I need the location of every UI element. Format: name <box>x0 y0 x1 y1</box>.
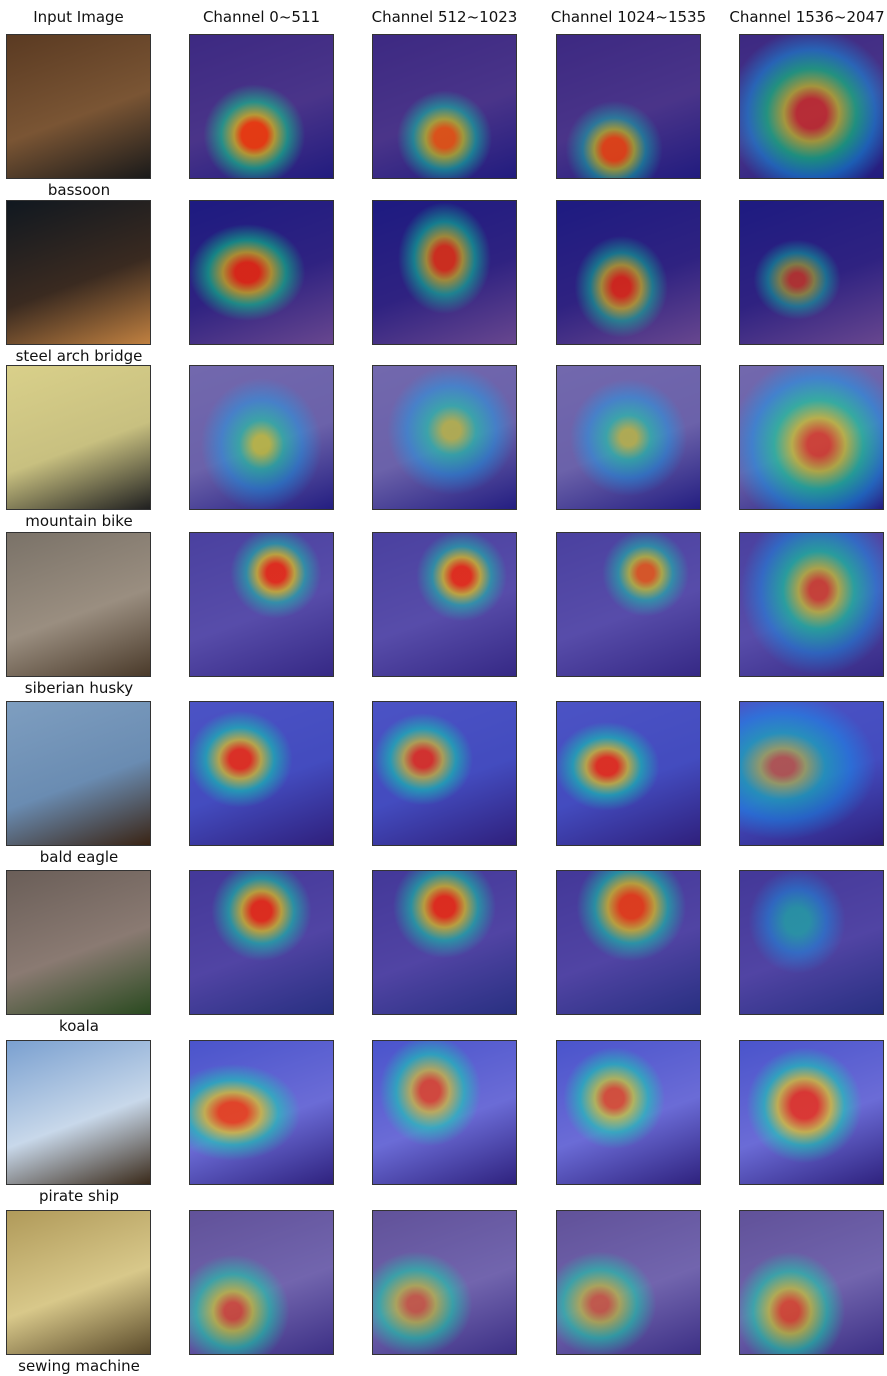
activation-heatmap <box>189 34 334 179</box>
activation-heatmap <box>372 870 517 1015</box>
class-label: bald eagle <box>39 848 119 866</box>
activation-heatmap <box>189 200 334 345</box>
activation-heatmap <box>739 532 884 677</box>
activation-heatmap <box>189 365 334 510</box>
activation-heatmap <box>556 200 701 345</box>
input-image <box>6 365 151 510</box>
figure-row: bassoon <box>0 34 887 200</box>
column-header-channel-0-511: Channel 0~511 <box>202 8 321 26</box>
activation-heatmap <box>189 532 334 677</box>
activation-heatmap <box>556 701 701 846</box>
activation-heatmap <box>556 34 701 179</box>
activation-heatmap <box>189 1210 334 1355</box>
activation-heatmap <box>556 1040 701 1185</box>
input-image <box>6 1210 151 1355</box>
activation-heatmap <box>372 365 517 510</box>
column-header-channel-512-1023: Channel 512~1023 <box>371 8 518 26</box>
figure-row: pirate ship <box>0 1040 887 1206</box>
column-header-channel-1536-2047: Channel 1536~2047 <box>729 8 885 26</box>
class-label: siberian husky <box>24 679 134 697</box>
class-label: sewing machine <box>18 1357 140 1375</box>
activation-heatmap <box>372 532 517 677</box>
figure-row: steel arch bridge <box>0 200 887 366</box>
activation-heatmap <box>372 200 517 345</box>
activation-heatmap <box>739 1210 884 1355</box>
activation-heatmap <box>372 701 517 846</box>
class-label: pirate ship <box>39 1187 119 1205</box>
input-image <box>6 1040 151 1185</box>
class-label: koala <box>59 1017 99 1035</box>
activation-heatmap <box>739 365 884 510</box>
activation-heatmap <box>739 701 884 846</box>
activation-heatmap <box>739 1040 884 1185</box>
activation-heatmap <box>189 870 334 1015</box>
activation-heatmap <box>556 532 701 677</box>
column-header-input: Input Image <box>33 8 124 26</box>
activation-heatmap <box>372 1040 517 1185</box>
activation-heatmap <box>189 701 334 846</box>
activation-heatmap <box>739 870 884 1015</box>
activation-heatmap <box>372 1210 517 1355</box>
column-header-channel-1024-1535: Channel 1024~1535 <box>550 8 707 26</box>
input-image <box>6 870 151 1015</box>
activation-heatmap <box>556 1210 701 1355</box>
input-image <box>6 532 151 677</box>
input-image <box>6 701 151 846</box>
class-label: steel arch bridge <box>15 347 143 365</box>
figure-row: siberian husky <box>0 532 887 698</box>
activation-heatmap <box>556 870 701 1015</box>
activation-heatmap <box>739 34 884 179</box>
activation-heatmap <box>739 200 884 345</box>
figure-row: koala <box>0 870 887 1036</box>
activation-heatmap <box>556 365 701 510</box>
class-label: mountain bike <box>25 512 133 530</box>
activation-heatmap <box>189 1040 334 1185</box>
figure-row: mountain bike <box>0 365 887 531</box>
figure-row: sewing machine <box>0 1210 887 1376</box>
input-image <box>6 34 151 179</box>
input-image <box>6 200 151 345</box>
class-label: bassoon <box>47 181 111 199</box>
activation-heatmap <box>372 34 517 179</box>
figure-row: bald eagle <box>0 701 887 867</box>
